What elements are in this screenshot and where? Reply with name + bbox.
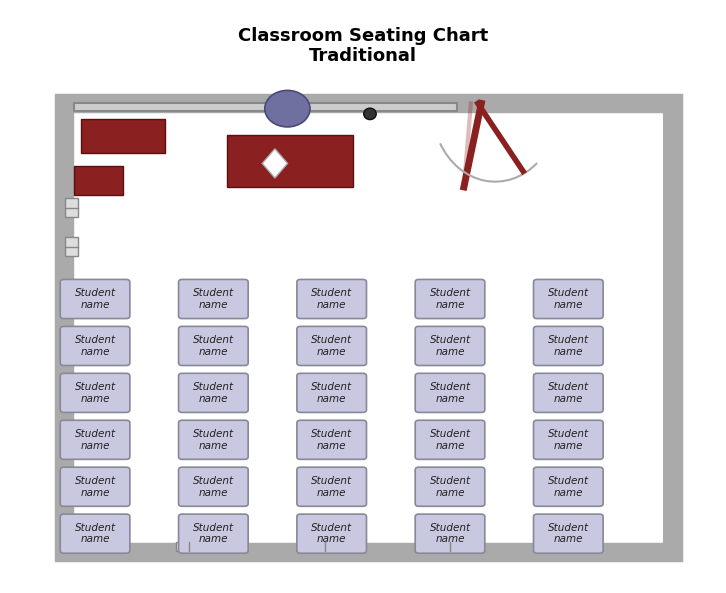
- FancyBboxPatch shape: [534, 326, 603, 365]
- Text: Student
name: Student name: [193, 335, 234, 357]
- Text: Student
name: Student name: [430, 335, 470, 357]
- FancyBboxPatch shape: [179, 467, 248, 506]
- Text: Student
name: Student name: [311, 523, 352, 544]
- FancyBboxPatch shape: [60, 326, 130, 365]
- Text: Student
name: Student name: [430, 429, 470, 451]
- FancyBboxPatch shape: [534, 420, 603, 460]
- Text: Student
name: Student name: [75, 288, 115, 310]
- Ellipse shape: [265, 90, 310, 127]
- Text: Student
name: Student name: [547, 476, 589, 498]
- Bar: [81, 119, 165, 153]
- FancyBboxPatch shape: [297, 420, 367, 460]
- Text: Student
name: Student name: [547, 382, 589, 404]
- Text: Student
name: Student name: [547, 523, 589, 544]
- Bar: [227, 135, 353, 187]
- FancyBboxPatch shape: [297, 467, 367, 506]
- Polygon shape: [262, 149, 287, 178]
- Text: Student
name: Student name: [311, 288, 352, 310]
- Text: Student
name: Student name: [75, 476, 115, 498]
- FancyBboxPatch shape: [415, 467, 485, 506]
- FancyBboxPatch shape: [179, 326, 248, 365]
- FancyBboxPatch shape: [60, 467, 130, 506]
- Text: Student
name: Student name: [311, 429, 352, 451]
- FancyBboxPatch shape: [179, 514, 248, 553]
- Bar: [74, 166, 123, 195]
- Text: Student
name: Student name: [547, 429, 589, 451]
- FancyBboxPatch shape: [534, 467, 603, 506]
- Text: Student
name: Student name: [193, 476, 234, 498]
- Text: Student
name: Student name: [311, 476, 352, 498]
- Bar: [438, 542, 462, 551]
- FancyBboxPatch shape: [179, 279, 248, 318]
- Text: Student
name: Student name: [430, 476, 470, 498]
- Ellipse shape: [364, 108, 376, 120]
- Bar: [176, 542, 202, 551]
- Text: Student
name: Student name: [311, 382, 352, 404]
- Text: Student
name: Student name: [193, 382, 234, 404]
- FancyBboxPatch shape: [60, 420, 130, 460]
- FancyBboxPatch shape: [415, 279, 485, 318]
- FancyBboxPatch shape: [179, 374, 248, 412]
- FancyBboxPatch shape: [64, 103, 673, 552]
- FancyBboxPatch shape: [60, 514, 130, 553]
- FancyBboxPatch shape: [534, 514, 603, 553]
- FancyBboxPatch shape: [60, 279, 130, 318]
- Text: Student
name: Student name: [430, 288, 470, 310]
- Bar: [65, 198, 78, 217]
- FancyBboxPatch shape: [297, 279, 367, 318]
- Text: Classroom Seating Chart
Traditional: Classroom Seating Chart Traditional: [238, 27, 488, 65]
- Text: Student
name: Student name: [430, 523, 470, 544]
- FancyBboxPatch shape: [415, 374, 485, 412]
- Text: Student
name: Student name: [430, 382, 470, 404]
- Text: Student
name: Student name: [75, 429, 115, 451]
- Text: Student
name: Student name: [75, 523, 115, 544]
- FancyBboxPatch shape: [179, 420, 248, 460]
- Text: Student
name: Student name: [547, 288, 589, 310]
- FancyBboxPatch shape: [415, 420, 485, 460]
- FancyBboxPatch shape: [534, 279, 603, 318]
- Text: Student
name: Student name: [311, 335, 352, 357]
- FancyBboxPatch shape: [297, 374, 367, 412]
- Bar: [74, 103, 457, 111]
- Bar: [65, 237, 78, 256]
- Text: Student
name: Student name: [547, 335, 589, 357]
- FancyBboxPatch shape: [534, 374, 603, 412]
- FancyBboxPatch shape: [297, 326, 367, 365]
- Text: Student
name: Student name: [75, 382, 115, 404]
- FancyBboxPatch shape: [415, 326, 485, 365]
- Bar: [312, 542, 338, 551]
- Text: Student
name: Student name: [193, 429, 234, 451]
- Text: Student
name: Student name: [193, 288, 234, 310]
- Text: Student
name: Student name: [75, 335, 115, 357]
- FancyBboxPatch shape: [60, 374, 130, 412]
- FancyBboxPatch shape: [297, 514, 367, 553]
- FancyBboxPatch shape: [415, 514, 485, 553]
- Text: Student
name: Student name: [193, 523, 234, 544]
